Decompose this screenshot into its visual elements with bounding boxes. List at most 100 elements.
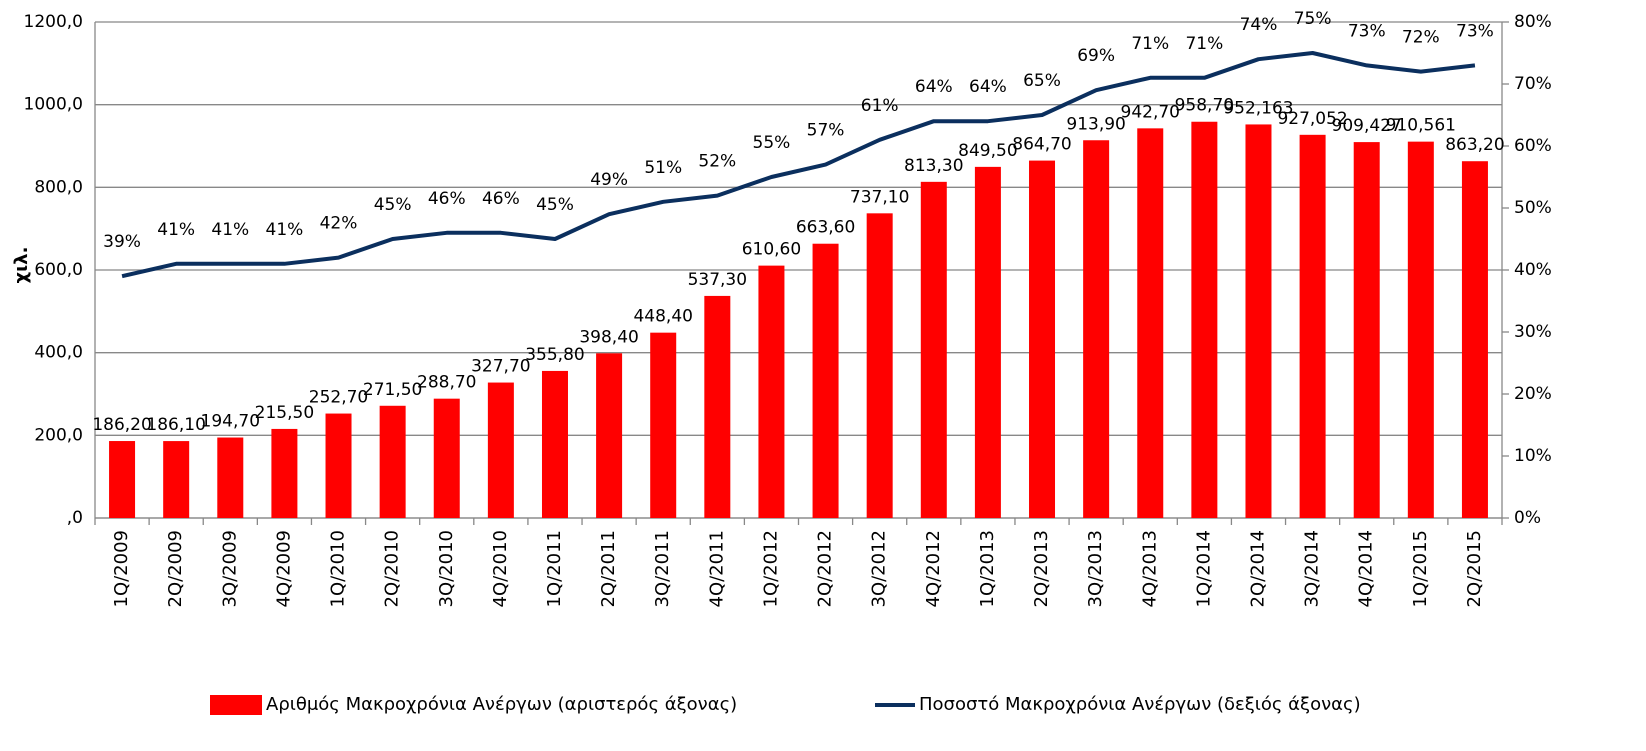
line-value-label: 73% (1348, 21, 1386, 41)
bar-value-label: 186,20 (92, 415, 151, 435)
bar (1353, 142, 1380, 518)
y-tick-label: 1200,0 (24, 12, 83, 32)
line-value-label: 42% (320, 214, 358, 234)
line-value-label: 71% (1131, 34, 1169, 54)
line-value-label: 46% (428, 189, 466, 209)
line-value-label: 41% (211, 220, 249, 240)
bar (541, 370, 568, 518)
bar (704, 295, 731, 518)
y-tick-label: 800,0 (34, 177, 83, 197)
bar (1029, 160, 1056, 518)
legend-label: Αριθμός Μακροχρόνια Ανέργων (αριστερός ά… (266, 694, 737, 715)
x-tick-label: 1Q/2012 (760, 530, 781, 608)
bar (325, 413, 352, 518)
line-value-label: 55% (753, 133, 791, 153)
bar-value-label: 913,90 (1066, 114, 1125, 134)
y2-tick-label: 50% (1514, 198, 1552, 218)
y2-tick-label: 30% (1514, 322, 1552, 342)
bar-value-label: 288,70 (417, 373, 476, 393)
x-tick-label: 2Q/2009 (165, 530, 186, 608)
line-value-label: 45% (536, 195, 574, 215)
x-tick-label: 1Q/2011 (544, 530, 565, 608)
line-value-label: 64% (915, 77, 953, 97)
line-value-label: 39% (103, 232, 141, 252)
bar (271, 428, 298, 518)
bar (487, 382, 514, 518)
bar-value-label: 194,70 (201, 412, 260, 432)
legend-label: Ποσοστό Μακροχρόνια Ανέργων (δεξιός άξον… (919, 694, 1361, 715)
y-tick-label: 1000,0 (24, 95, 83, 115)
x-tick-label: 3Q/2012 (869, 530, 890, 608)
y-tick-label: 600,0 (34, 260, 83, 280)
bar-value-label: 863,20 (1445, 135, 1504, 155)
bar-value-label: 252,70 (309, 388, 368, 408)
bar (650, 332, 677, 518)
bar-value-label: 942,70 (1121, 102, 1180, 122)
line-value-label: 71% (1185, 34, 1223, 54)
line-value-label: 45% (374, 195, 412, 215)
x-tick-label: 3Q/2009 (219, 530, 240, 608)
y2-tick-label: 40% (1514, 260, 1552, 280)
line-value-label: 41% (266, 220, 304, 240)
bar (1137, 128, 1164, 519)
line (121, 51, 1476, 279)
x-tick-label: 2Q/2015 (1464, 530, 1485, 608)
bar (109, 441, 136, 518)
bar (1407, 141, 1434, 519)
bar-value-label: 398,40 (579, 327, 638, 347)
x-tick-label: 4Q/2014 (1356, 530, 1377, 608)
bar-value-label: 610,60 (742, 240, 801, 260)
x-tick-label: 2Q/2012 (815, 530, 836, 608)
x-tick-label: 2Q/2013 (1031, 530, 1052, 608)
x-tick-label: 4Q/2013 (1139, 530, 1160, 608)
line-value-label: 61% (861, 96, 899, 116)
x-tick-label: 1Q/2015 (1410, 530, 1431, 608)
line-value-label: 75% (1294, 9, 1332, 29)
bar (812, 243, 839, 518)
x-tick-label: 2Q/2014 (1247, 530, 1268, 608)
bar (1461, 161, 1488, 518)
bar-value-label: 448,40 (633, 307, 692, 327)
y-tick-label: 400,0 (34, 343, 83, 363)
bar-value-label: 355,80 (525, 345, 584, 365)
line-value-label: 52% (698, 152, 736, 172)
bar (758, 265, 785, 518)
bar-value-label: 271,50 (363, 380, 422, 400)
x-tick-label: 1Q/2014 (1193, 530, 1214, 608)
bar (1245, 124, 1272, 518)
bar-value-label: 813,30 (904, 156, 963, 176)
x-tick-label: 1Q/2010 (328, 530, 349, 608)
x-tick-label: 3Q/2013 (1085, 530, 1106, 608)
line-value-label: 65% (1023, 71, 1061, 91)
line-value-label: 41% (157, 220, 195, 240)
line-value-label: 46% (482, 189, 520, 209)
y2-tick-label: 80% (1514, 12, 1552, 32)
bar (866, 213, 893, 518)
bar-value-label: 186,10 (146, 415, 205, 435)
x-tick-label: 3Q/2010 (436, 530, 457, 608)
y2-tick-label: 20% (1514, 384, 1552, 404)
x-tick-label: 4Q/2009 (273, 530, 294, 608)
line-value-label: 49% (590, 170, 628, 190)
y2-tick-label: 60% (1514, 136, 1552, 156)
bar-value-label: 663,60 (796, 218, 855, 238)
y-tick-label: ,0 (67, 508, 83, 528)
line-value-label: 51% (644, 158, 682, 178)
x-tick-label: 4Q/2012 (923, 530, 944, 608)
bar-value-label: 910,561 (1386, 116, 1456, 136)
bar (433, 398, 460, 518)
bar-value-label: 909,427 (1332, 116, 1402, 136)
bar-value-label: 215,50 (255, 403, 314, 423)
bar-value-label: 327,70 (471, 357, 530, 377)
line-value-label: 73% (1456, 21, 1494, 41)
x-tick-label: 2Q/2010 (382, 530, 403, 608)
line-value-label: 57% (807, 121, 845, 141)
x-tick-label: 1Q/2013 (977, 530, 998, 608)
bar-value-label: 537,30 (688, 270, 747, 290)
bar (1083, 140, 1110, 518)
bar (1191, 121, 1218, 518)
bar-value-label: 927,052 (1277, 109, 1347, 129)
x-tick-label: 4Q/2011 (706, 530, 727, 608)
line-value-label: 74% (1240, 15, 1278, 35)
x-tick-label: 3Q/2014 (1302, 530, 1323, 608)
